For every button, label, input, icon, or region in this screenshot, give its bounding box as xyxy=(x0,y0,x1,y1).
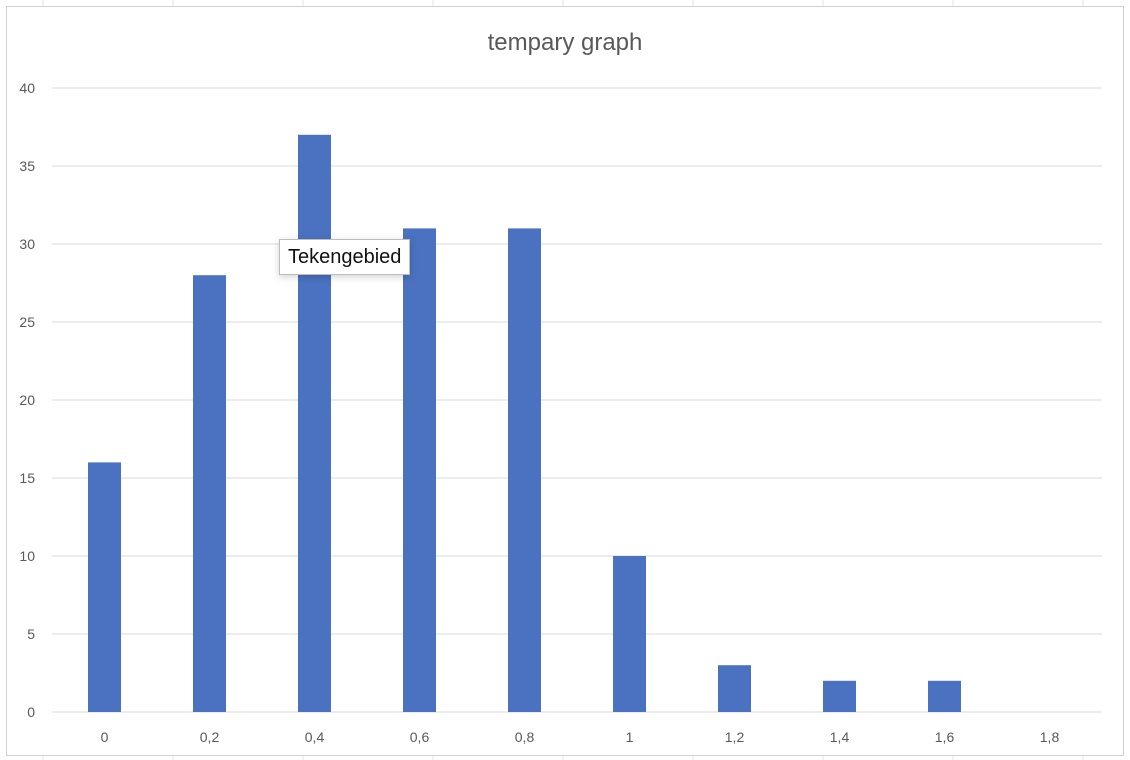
x-tick-label: 1,2 xyxy=(725,729,745,745)
bar[interactable] xyxy=(823,680,856,712)
bar[interactable] xyxy=(298,134,331,713)
bar-chart: tempary graph 0 5 10 15 20 25 30 35 40 0 0,2 0,4 0,6 0… xyxy=(19,29,1102,745)
y-tick-label: 30 xyxy=(19,236,35,252)
y-tick-label: 25 xyxy=(19,314,35,330)
bar[interactable] xyxy=(613,556,646,712)
x-tick-label: 1,4 xyxy=(830,729,850,745)
y-tick-label: 20 xyxy=(19,392,35,408)
y-tick-label: 15 xyxy=(19,470,35,486)
x-tick-label: 1,6 xyxy=(935,729,955,745)
x-tick-label: 1,8 xyxy=(1040,729,1060,745)
y-tick-label: 0 xyxy=(27,704,35,720)
bar[interactable] xyxy=(403,228,436,712)
chart-area-tooltip: Tekengebied xyxy=(279,239,411,275)
y-tick-label: 10 xyxy=(19,548,35,564)
y-tick-label: 35 xyxy=(19,158,35,174)
x-tick-label: 1 xyxy=(626,729,634,745)
bar[interactable] xyxy=(718,665,751,712)
x-tick-label: 0 xyxy=(101,729,109,745)
y-tick-label: 40 xyxy=(19,80,35,96)
bar[interactable] xyxy=(928,680,961,712)
x-tick-label: 0,2 xyxy=(200,729,220,745)
bar[interactable] xyxy=(193,275,226,712)
x-tick-label: 0,8 xyxy=(515,729,535,745)
chart-area[interactable]: tempary graph 0 5 10 15 20 25 30 35 40 0 0,2 0,4 0,6 0… xyxy=(6,6,1124,756)
x-tick-label: 0,4 xyxy=(305,729,325,745)
x-tick-label: 0,6 xyxy=(410,729,430,745)
chart-title: tempary graph xyxy=(488,29,643,56)
bar[interactable] xyxy=(88,462,121,712)
bar[interactable] xyxy=(508,228,541,712)
y-tick-label: 5 xyxy=(27,626,35,642)
